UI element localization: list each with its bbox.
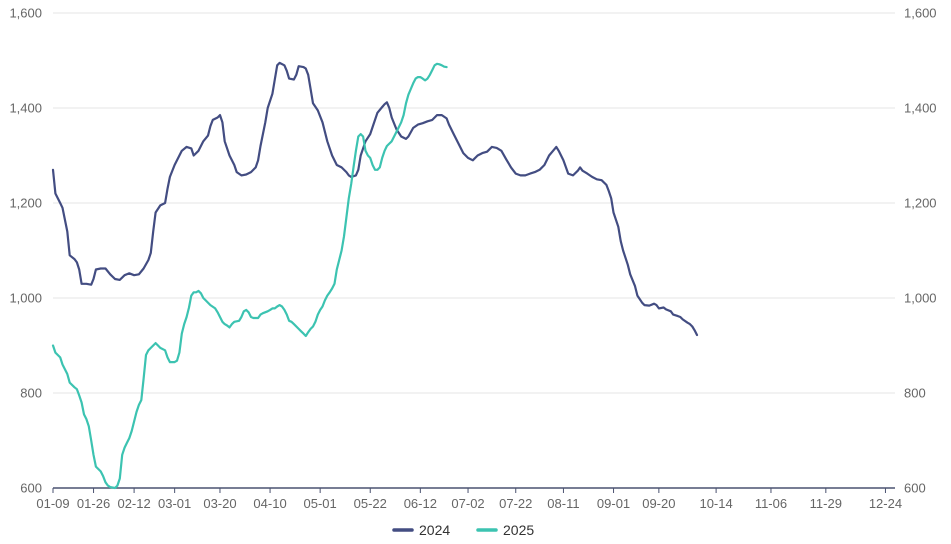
- series-lines: [51, 61, 699, 490]
- x-tick-label: 04-10: [253, 496, 286, 511]
- x-tick-label: 12-24: [869, 496, 902, 511]
- x-tick-label: 07-22: [499, 496, 532, 511]
- x-tick-label: 01-09: [36, 496, 69, 511]
- y-tick-label: 1,600: [9, 6, 42, 21]
- y-axis-left: 600 800 1,000 1,200 1,400 1,600: [9, 6, 42, 496]
- legend: 2024 2025: [392, 522, 534, 538]
- y-tick-label-right: 1,600: [904, 6, 937, 21]
- y-tick-label-right: 800: [904, 386, 926, 401]
- y-tick-label-right: 1,200: [904, 196, 937, 211]
- y-tick-label: 1,200: [9, 196, 42, 211]
- x-tick-label: 01-26: [77, 496, 110, 511]
- x-tick-label: 05-01: [304, 496, 337, 511]
- x-tick-label: 09-01: [597, 496, 630, 511]
- y-tick-label: 1,000: [9, 291, 42, 306]
- x-tick-label: 06-12: [404, 496, 437, 511]
- x-tick-label: 03-01: [158, 496, 191, 511]
- legend-label-2025: 2025: [503, 522, 534, 538]
- x-tick-label: 10-14: [699, 496, 732, 511]
- y-tick-label-right: 1,400: [904, 101, 937, 116]
- series-line-2024: [51, 61, 699, 337]
- x-axis: 01-09 01-26 02-12 03-01 03-20 04-10 05-01 05-22…: [36, 488, 902, 511]
- y-tick-label: 800: [20, 386, 42, 401]
- x-tick-label: 11-06: [755, 496, 787, 511]
- x-tick-label: 03-20: [203, 496, 236, 511]
- x-tick-label: 11-29: [810, 496, 842, 511]
- legend-item-2025[interactable]: 2025: [476, 522, 534, 538]
- x-tick-label: 05-22: [354, 496, 387, 511]
- legend-label-2024: 2024: [419, 522, 450, 538]
- x-tick-label: 08-11: [547, 496, 579, 511]
- legend-item-2024[interactable]: 2024: [392, 522, 450, 538]
- y-tick-label: 600: [20, 481, 42, 496]
- y-tick-label: 1,400: [9, 101, 42, 116]
- y-tick-label-right: 1,000: [904, 291, 937, 306]
- series-line-2025: [51, 62, 448, 490]
- x-tick-label: 07-02: [451, 496, 484, 511]
- x-tick-label: 09-20: [642, 496, 675, 511]
- y-tick-label-right: 600: [904, 481, 926, 496]
- x-tick-label: 02-12: [117, 496, 150, 511]
- gridlines: [53, 12, 895, 394]
- y-axis-right: 600 800 1,000 1,200 1,400 1,600: [904, 6, 937, 496]
